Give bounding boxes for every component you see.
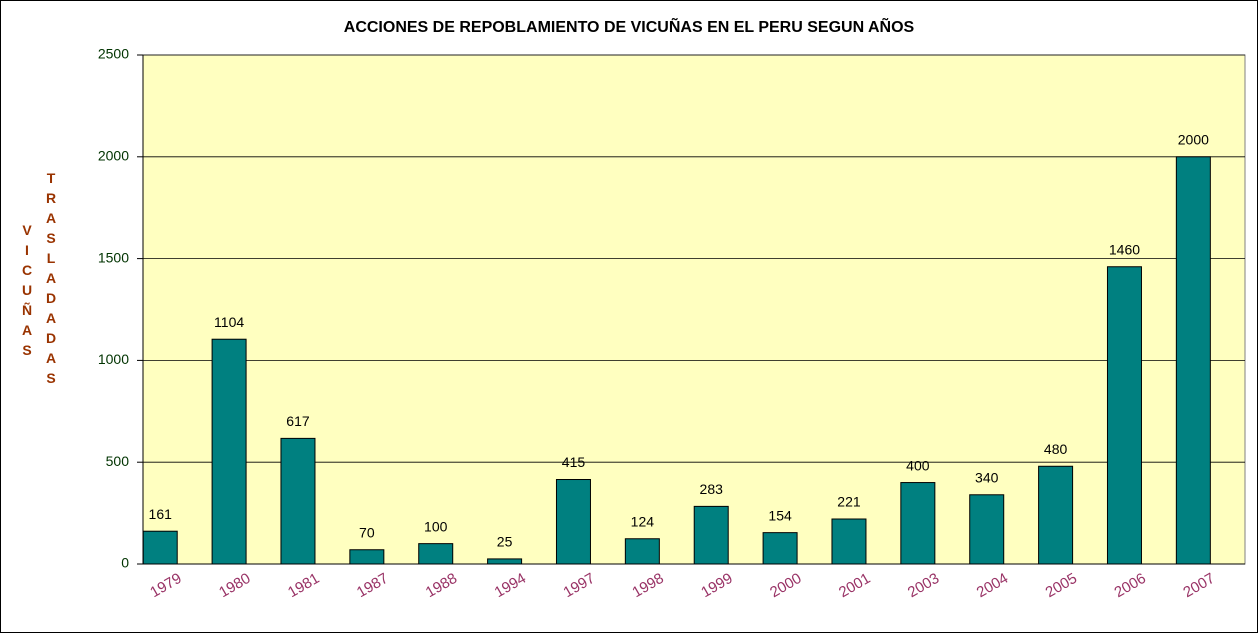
bar [211, 338, 247, 565]
bar [418, 543, 454, 565]
bar [1038, 465, 1074, 565]
data-label: 480 [1044, 441, 1068, 457]
bar [1175, 156, 1211, 565]
data-label: 283 [700, 481, 724, 497]
bar [969, 494, 1005, 565]
data-label: 400 [906, 457, 930, 473]
bar [555, 479, 591, 565]
y-tick-label: 500 [106, 453, 130, 469]
y-tick-label: 1500 [98, 249, 129, 265]
bar [624, 538, 660, 565]
bar [762, 532, 798, 565]
bar [693, 505, 729, 565]
bar [280, 437, 316, 565]
data-label: 1104 [214, 314, 244, 330]
y-tick-label: 2000 [98, 148, 129, 164]
data-label: 617 [286, 413, 310, 429]
data-label: 221 [837, 494, 861, 510]
data-label: 25 [497, 534, 513, 550]
y-tick-label: 1000 [98, 351, 129, 367]
bar [1106, 266, 1142, 565]
chart-title: ACCIONES DE REPOBLAMIENTO DE VICUÑAS EN … [344, 16, 915, 36]
y-axis-label: TRASLADADAS [43, 170, 59, 390]
data-label: 2000 [1178, 132, 1209, 148]
data-label: 70 [359, 524, 375, 540]
data-label: 124 [631, 513, 655, 529]
data-label: 100 [424, 518, 448, 534]
bar [349, 549, 385, 565]
data-label: 1460 [1109, 241, 1140, 257]
y-axis-label: VICUÑAS [19, 222, 35, 362]
bar [142, 530, 178, 565]
bar [831, 518, 867, 565]
data-label: 154 [768, 507, 792, 523]
y-tick-label: 0 [121, 555, 129, 571]
bar [900, 482, 936, 565]
data-label: 340 [975, 469, 999, 485]
data-label: 415 [562, 454, 586, 470]
data-label: 161 [149, 506, 173, 522]
bar [487, 558, 523, 565]
y-tick-label: 2500 [98, 46, 129, 62]
